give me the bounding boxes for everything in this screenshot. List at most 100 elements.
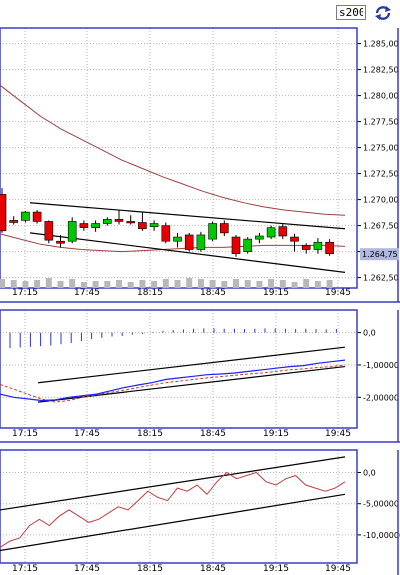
channel-lower-line — [29, 232, 346, 273]
volume-bar — [221, 281, 228, 288]
bullish-candle — [196, 234, 206, 250]
y-tick-label: 1.282,50 — [363, 66, 399, 75]
oscillator-channel-upper — [37, 346, 346, 384]
x-tick-label: 18:45 — [200, 288, 226, 298]
y-tick-label: -10,00000 — [363, 531, 400, 540]
y-tick-label: 1.277,50 — [363, 118, 399, 127]
x-tick-label: 18:15 — [137, 429, 163, 439]
volume-bar — [233, 279, 239, 288]
volume-bar — [174, 280, 181, 288]
volume-bar — [80, 282, 87, 288]
x-tick-label: 18:45 — [200, 564, 226, 574]
indicator-channel-lower — [0, 493, 346, 552]
pane-1-frame — [0, 309, 358, 429]
volume-bar — [186, 278, 193, 288]
period-input[interactable] — [336, 5, 366, 20]
volume-bar — [116, 280, 122, 288]
bearish-candle — [56, 240, 65, 244]
oscillator-red-line — [0, 364, 346, 403]
x-tick-label: 19:15 — [263, 288, 289, 298]
x-tick-label: 18:45 — [200, 429, 226, 439]
bullish-candle — [313, 241, 323, 250]
bearish-candle — [114, 219, 124, 222]
refresh-icon — [375, 6, 391, 20]
volume-bar — [151, 281, 158, 288]
x-tick-label: 19:45 — [325, 429, 351, 439]
moving-average-line-0 — [0, 84, 346, 216]
volume-bar — [314, 281, 321, 288]
toolbar — [0, 0, 400, 28]
bearish-candle — [32, 211, 42, 222]
bearish-candle — [184, 234, 194, 250]
volume-bar — [326, 280, 333, 288]
volume-bar — [22, 281, 29, 288]
x-tick-label: 17:45 — [74, 564, 100, 574]
bearish-candle — [44, 221, 54, 241]
bearish-candle — [9, 220, 18, 223]
volume-bar — [0, 279, 5, 288]
pane-2-background — [0, 450, 400, 575]
moving-average-line-1 — [0, 233, 346, 253]
y-tick-label: 1.275,00 — [363, 144, 399, 153]
volume-bar — [45, 278, 52, 288]
bullish-candle — [255, 235, 264, 240]
x-tick-label: 17:15 — [12, 288, 38, 298]
bearish-candle — [161, 225, 171, 242]
y-tick-label: -5,00000 — [363, 500, 399, 509]
bullish-candle — [173, 236, 182, 242]
volume-bar — [10, 280, 17, 288]
last-price-label-bg — [360, 248, 399, 261]
x-tick-label: 18:15 — [137, 564, 163, 574]
bearish-candle — [138, 222, 147, 230]
bearish-candle — [290, 236, 299, 242]
bearish-candle — [278, 226, 288, 237]
volume-bar — [291, 282, 298, 288]
y-tick-label: 1.270,00 — [363, 196, 399, 205]
x-tick-label: 19:15 — [263, 429, 289, 439]
volume-bar — [244, 280, 251, 288]
volume-bar — [256, 281, 263, 288]
x-tick-label: 17:45 — [74, 288, 100, 298]
volume-bar — [34, 280, 41, 288]
oscillator-blue-line — [0, 359, 346, 402]
x-tick-label: 19:45 — [325, 564, 351, 574]
bullish-candle — [149, 223, 159, 227]
y-tick-label: -2,00000 — [363, 393, 399, 402]
bullish-candle — [208, 223, 217, 240]
volume-bar — [162, 279, 169, 288]
indicator-red-line — [0, 471, 346, 548]
volume-bar — [104, 281, 111, 288]
refresh-button[interactable] — [372, 4, 394, 22]
y-tick-label: 1.280,00 — [363, 92, 399, 101]
y-tick-label: 1.267,50 — [363, 222, 399, 231]
volume-bar — [197, 279, 204, 288]
y-tick-label: 1.285,00 — [363, 40, 399, 49]
volume-bar — [279, 280, 286, 288]
volume-bar — [92, 281, 99, 288]
volume-bar — [127, 282, 134, 288]
bullish-candle — [103, 219, 112, 224]
last-price-label: 1.264,75 — [362, 250, 398, 259]
volume-bar — [209, 280, 216, 288]
volume-bar — [268, 279, 275, 288]
y-tick-label: 0,0 — [363, 468, 376, 477]
pane-0-background — [0, 28, 400, 302]
y-tick-label: 1.272,50 — [363, 170, 399, 179]
bullish-candle — [243, 238, 252, 252]
x-tick-label: 19:15 — [263, 564, 289, 574]
volume-bar — [57, 281, 64, 288]
indicator-channel-upper — [0, 456, 346, 511]
bearish-candle — [0, 194, 7, 232]
y-tick-label: 1.262,50 — [363, 274, 399, 283]
volume-bar — [303, 279, 310, 288]
bearish-candle — [231, 236, 241, 254]
channel-upper-line — [29, 202, 346, 230]
x-tick-label: 17:15 — [12, 564, 38, 574]
bearish-candle — [325, 241, 334, 254]
x-tick-label: 17:15 — [12, 429, 38, 439]
bearish-candle — [220, 223, 229, 234]
x-tick-label: 17:45 — [74, 429, 100, 439]
bullish-candle — [266, 227, 276, 238]
pane-2-frame — [0, 449, 358, 564]
